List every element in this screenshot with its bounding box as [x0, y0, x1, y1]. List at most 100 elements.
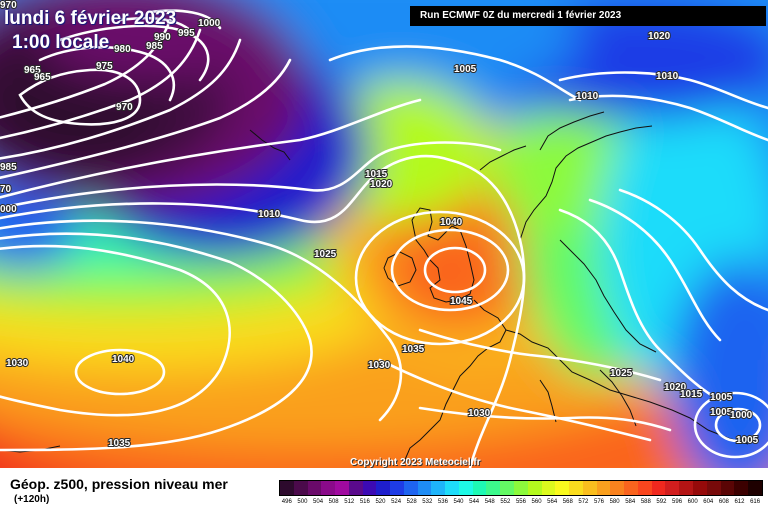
color-scale-tick-label: 584 — [625, 499, 636, 505]
isobar-label: 985 — [0, 162, 17, 173]
isobar-labels: 1000 990 995 985 980 975 965 970 1005 10… — [0, 0, 760, 450]
isobar-label: 1005 — [454, 64, 477, 75]
isobar-label: 1010 — [258, 209, 281, 220]
color-scale-swatch — [403, 481, 418, 495]
isobar-label: 1005 — [710, 407, 733, 418]
isobar-label: 980 — [114, 44, 131, 55]
isobar-label: 1015 — [680, 389, 703, 400]
color-scale-swatch — [293, 481, 308, 495]
isobars — [0, 9, 768, 468]
color-scale-tick-label: 548 — [484, 499, 495, 505]
color-scale-tick-label: 540 — [453, 499, 464, 505]
color-scale-tick-label: 596 — [672, 499, 683, 505]
color-scale-tick-label: 608 — [718, 499, 729, 505]
color-scale-tick-label: 560 — [531, 499, 542, 505]
color-scale-tick-label: 616 — [750, 499, 761, 505]
color-scale-swatch — [651, 481, 666, 495]
color-scale-swatch — [307, 481, 322, 495]
color-scale-swatch — [569, 481, 583, 495]
isobar-label: 1030 — [6, 358, 29, 369]
color-scale-tick-label: 552 — [500, 499, 511, 505]
isobar-label: 1015 — [365, 169, 388, 180]
color-scale-tick-label: 512 — [344, 499, 355, 505]
isobar-label: 975 — [96, 61, 113, 72]
isobar-label: 000 — [0, 204, 17, 215]
color-scale-swatch — [362, 481, 377, 495]
color-scale-swatch — [582, 481, 597, 495]
color-scale-swatch — [527, 481, 542, 495]
color-scale-tick-label: 556 — [515, 499, 526, 505]
color-scale-swatch — [637, 481, 652, 495]
color-scale-swatch — [321, 481, 336, 495]
isobar-label: 1030 — [468, 408, 491, 419]
forecast-map: 1000 990 995 985 980 975 965 970 1005 10… — [0, 0, 768, 468]
copyright-text: Copyright 2023 Meteociel.fr — [350, 457, 481, 468]
color-scale-tick-label: 600 — [687, 499, 698, 505]
color-scale: 496 500 504 508 512 516 520 524 528 532 536 540 544 5… — [279, 480, 763, 508]
color-scale-swatch — [514, 481, 528, 495]
isobar-label: 1000 — [198, 18, 221, 29]
color-scale-tick-label: 592 — [656, 499, 667, 505]
color-scale-swatch — [734, 481, 749, 495]
isobar-label: 1005 — [736, 435, 759, 446]
isobar-label: 985 — [146, 41, 163, 52]
legend-title: Géop. z500, pression niveau mer — [10, 476, 228, 492]
color-scale-swatch — [692, 481, 707, 495]
isobar-label: 1025 — [610, 368, 633, 379]
color-scale-tick-label: 496 — [281, 499, 292, 505]
color-scale-tick-label: 516 — [359, 499, 370, 505]
isobar-label: 1010 — [656, 71, 679, 82]
color-scale-swatch — [458, 481, 473, 495]
isobar-label: 1030 — [368, 360, 391, 371]
isobar-label: 1005 — [710, 392, 733, 403]
color-scale-swatch — [720, 481, 735, 495]
color-scale-swatches — [279, 480, 763, 496]
color-scale-swatch — [417, 481, 432, 495]
forecast-time-title: 1:00 locale — [12, 32, 110, 53]
forecast-lead-time: (+120h) — [14, 494, 50, 505]
map-canvas: 1000 990 995 985 980 975 965 970 1005 10… — [0, 0, 768, 468]
color-scale-tick-label: 564 — [547, 499, 558, 505]
isobar-label: 970 — [116, 102, 133, 113]
isobar-label: 70 — [0, 184, 12, 195]
color-scale-ticks: 496 500 504 508 512 516 520 524 528 532 536 540 544 5… — [279, 496, 763, 508]
color-scale-tick-label: 504 — [313, 499, 324, 505]
color-scale-tick-label: 524 — [391, 499, 402, 505]
color-scale-swatch — [390, 481, 404, 495]
color-scale-tick-label: 508 — [328, 499, 339, 505]
legend-bar: Géop. z500, pression niveau mer (+120h) … — [0, 468, 768, 512]
isobar-label: 1020 — [648, 31, 671, 42]
color-scale-swatch — [348, 481, 363, 495]
forecast-date-title: lundi 6 février 2023 — [4, 8, 177, 29]
isobar-label: 965 — [34, 72, 51, 83]
color-scale-swatch — [280, 481, 294, 495]
color-scale-swatch — [665, 481, 680, 495]
color-scale-swatch — [624, 481, 638, 495]
color-scale-swatch — [596, 481, 611, 495]
isobar-label: 1025 — [314, 249, 337, 260]
color-scale-swatch — [486, 481, 501, 495]
color-scale-tick-label: 588 — [640, 499, 651, 505]
color-scale-swatch — [541, 481, 556, 495]
isobar-label: 1045 — [450, 296, 473, 307]
color-scale-swatch — [445, 481, 459, 495]
color-scale-swatch — [335, 481, 349, 495]
color-scale-swatch — [376, 481, 391, 495]
color-scale-swatch — [748, 481, 762, 495]
color-scale-swatch — [610, 481, 625, 495]
color-scale-tick-label: 500 — [297, 499, 308, 505]
color-scale-swatch — [706, 481, 721, 495]
color-scale-tick-label: 520 — [375, 499, 386, 505]
isobar-label: 1000 — [730, 410, 753, 421]
color-scale-tick-label: 576 — [593, 499, 604, 505]
isobar-label: 995 — [178, 28, 195, 39]
color-scale-tick-label: 612 — [734, 499, 745, 505]
color-scale-tick-label: 536 — [437, 499, 448, 505]
isobar-label: 1035 — [108, 438, 131, 449]
model-run-label: Run ECMWF 0Z du mercredi 1 février 2023 — [410, 6, 766, 26]
color-scale-tick-label: 580 — [609, 499, 620, 505]
isobar-label: 1040 — [440, 217, 463, 228]
isobar-label: 965 — [24, 65, 41, 76]
color-scale-swatch — [679, 481, 693, 495]
